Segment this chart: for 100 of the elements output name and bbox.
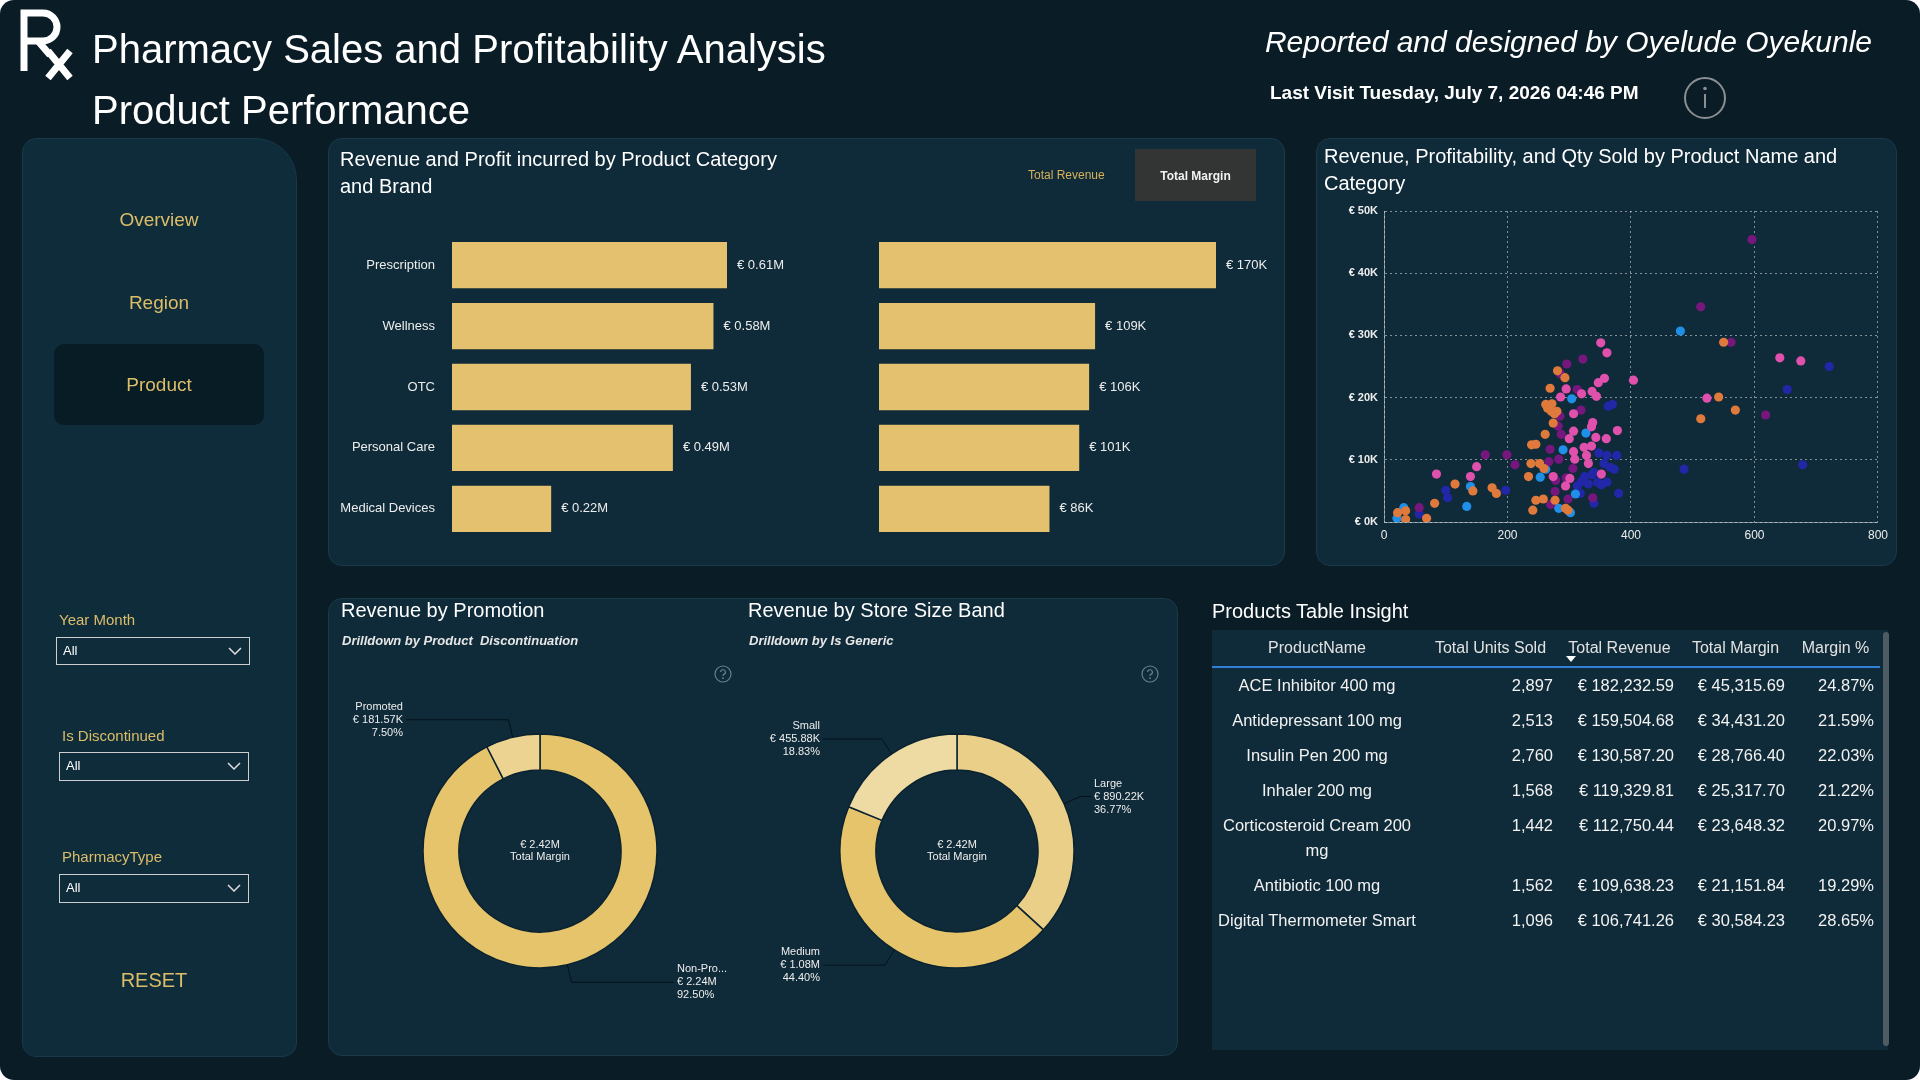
text: Product Performance <box>92 87 470 134</box>
text: All <box>63 643 78 659</box>
text: € 2.42M <box>937 838 977 851</box>
slice-label: Medium <box>780 945 820 958</box>
point <box>1570 489 1581 499</box>
point <box>1568 463 1578 474</box>
point <box>1581 428 1591 438</box>
text: € 34,431.20 <box>1697 711 1785 729</box>
point <box>1567 394 1577 404</box>
text: € 112,750.44 <box>1578 816 1674 834</box>
category-label: ACE Inhibitor 400 mg <box>1238 676 1396 694</box>
data-label: € 0.61M <box>737 256 784 272</box>
text: € 45,315.69 <box>1697 676 1785 694</box>
point <box>1441 485 1451 495</box>
point <box>1628 375 1639 385</box>
point <box>1450 479 1460 489</box>
point <box>1719 337 1729 347</box>
text: 22.03% <box>1818 746 1874 764</box>
y-tick-label: Wellness <box>382 317 436 333</box>
point <box>1556 392 1566 402</box>
text: Pharmacy Sales and Profitability Analysis <box>92 26 826 73</box>
point <box>1607 399 1618 410</box>
point <box>1782 384 1792 395</box>
point <box>1558 445 1568 455</box>
point <box>1583 458 1593 469</box>
data-label: € 0.58M <box>723 317 771 333</box>
text: Overview <box>119 209 199 230</box>
text: 1,562 <box>1511 876 1553 894</box>
point <box>1796 356 1806 366</box>
data-label: € 890.22K 36.77% <box>1094 789 1145 815</box>
x-tick-label: 400 <box>1620 527 1642 542</box>
point <box>1545 444 1555 454</box>
point <box>1702 393 1712 403</box>
text: 2,897 <box>1511 676 1553 694</box>
chart-subtitle: Drilldown by Is Generic <box>749 632 894 650</box>
category-label: Corticosteroid Cream 200 mg <box>1223 816 1411 859</box>
slice-label: Large <box>1094 776 1123 789</box>
point <box>1561 384 1571 394</box>
text: All <box>66 758 81 774</box>
point <box>1472 462 1482 472</box>
point <box>1714 392 1724 402</box>
text: € 106,741.26 <box>1577 911 1674 929</box>
text: € 130,587.20 <box>1577 746 1674 764</box>
text: 1,568 <box>1511 781 1553 799</box>
text: € 28,766.40 <box>1697 746 1785 764</box>
data-label: € 181.57K 7.50% <box>352 712 404 738</box>
text: Product <box>126 374 192 395</box>
text: 2,760 <box>1511 746 1553 764</box>
text: PharmacyType <box>62 848 163 866</box>
bar <box>452 363 691 411</box>
text: 21.59% <box>1818 711 1874 729</box>
point <box>1554 454 1564 464</box>
point <box>1563 494 1573 504</box>
data-label: € 1.08M 44.40% <box>780 958 821 984</box>
y-tick-label: OTC <box>407 378 435 394</box>
point <box>1591 432 1601 443</box>
point <box>1602 477 1612 487</box>
point <box>1577 389 1587 399</box>
text: € 159,504.68 <box>1577 711 1674 729</box>
text: Reported and designed by Oyelude Oyekunle <box>1263 24 1872 60</box>
point <box>1581 450 1592 461</box>
text: € 119,329.81 <box>1578 781 1674 799</box>
text: 1,096 <box>1511 911 1553 929</box>
bar <box>452 302 714 350</box>
point <box>1593 378 1603 388</box>
point <box>1491 488 1501 498</box>
point <box>1430 498 1440 508</box>
text: 19.29% <box>1818 876 1874 894</box>
bar <box>879 424 1080 472</box>
y-tick-label: € 10K <box>1348 452 1379 465</box>
point <box>1602 450 1612 461</box>
point <box>1588 493 1598 503</box>
point <box>1568 409 1579 419</box>
point <box>1556 429 1566 439</box>
category-label: Insulin Pen 200 mg <box>1246 746 1388 764</box>
chart-title: Revenue, Profitability, and Qty Sold by Product Name and Category <box>1324 144 1839 196</box>
text: All <box>66 880 81 896</box>
text: Region <box>128 292 190 313</box>
point <box>1570 454 1580 464</box>
data-label: € 455.88K 18.83% <box>769 731 821 757</box>
point <box>1528 505 1538 515</box>
point <box>1602 348 1612 358</box>
point <box>1568 426 1579 436</box>
point <box>1422 513 1432 522</box>
point <box>1679 464 1689 474</box>
x-tick-label: 200 <box>1497 527 1518 542</box>
text: Products Table Insight <box>1212 599 1409 624</box>
point <box>1552 366 1563 376</box>
category-label: Total Margin <box>1691 639 1780 656</box>
point <box>1564 434 1574 444</box>
text: ProductName <box>1268 639 1366 656</box>
text: 24.87% <box>1818 676 1874 694</box>
point <box>1576 405 1586 415</box>
point <box>1501 485 1511 495</box>
category-label: Inhaler 200 mg <box>1261 781 1373 799</box>
point <box>1414 503 1424 513</box>
data-label: € 170K <box>1226 256 1268 272</box>
y-tick-label: Medical Devices <box>340 500 436 516</box>
data-label: € 86K <box>1059 500 1094 516</box>
point <box>1599 373 1610 383</box>
